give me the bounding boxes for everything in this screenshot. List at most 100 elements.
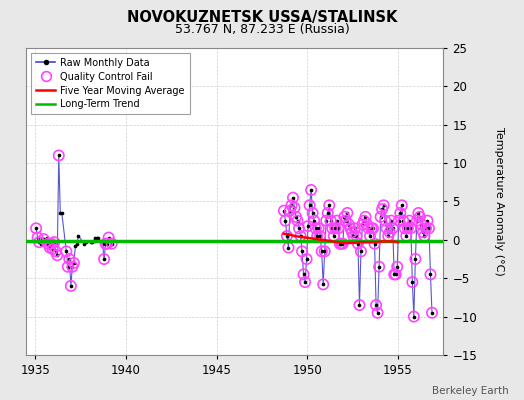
Point [51,248,60,254]
Point [56,210,64,216]
Point [391,271,400,278]
Point [287,202,296,208]
Point [299,271,308,278]
Point [400,225,409,232]
Point [413,218,421,224]
Point [311,225,320,232]
Point [354,240,362,247]
Point [88,239,96,245]
Point [410,314,418,320]
Point [402,233,410,239]
Point [50,239,59,245]
Point [53,252,61,258]
Point [396,210,405,216]
Point [283,233,291,239]
Point [299,271,308,278]
Point [379,202,388,208]
Point [343,210,352,216]
Point [354,240,362,247]
Point [422,225,430,232]
Point [391,271,400,278]
Point [355,302,364,308]
Point [99,240,107,247]
Point [292,214,300,220]
Point [62,248,71,254]
Point [422,225,430,232]
Point [49,246,57,252]
Point [289,194,297,201]
Point [387,218,396,224]
Point [53,252,61,258]
Point [374,310,382,316]
Point [309,210,317,216]
Point [413,218,421,224]
Point [427,271,435,278]
Point [340,214,348,220]
Point [63,264,72,270]
Point [390,271,398,278]
Point [419,229,427,235]
Point [295,225,303,232]
Point [46,244,54,251]
Point [321,248,329,254]
Point [284,244,292,251]
Point [104,234,113,241]
Point [370,240,379,247]
Point [290,204,299,211]
Point [39,236,48,242]
Point [384,233,392,239]
Point [293,218,302,224]
Point [337,240,345,247]
Point [419,229,427,235]
Point [305,202,314,208]
Point [304,223,312,229]
Point [364,225,373,232]
Point [383,225,391,232]
Point [351,225,359,232]
Point [428,310,436,316]
Point [102,240,110,247]
Point [302,256,311,262]
Point [349,233,357,239]
Point [42,234,51,241]
Point [346,225,355,232]
Point [396,210,405,216]
Point [367,225,376,232]
Point [362,214,370,220]
Point [80,240,89,247]
Point [314,225,323,232]
Point [390,271,398,278]
Point [339,240,347,247]
Point [381,218,389,224]
Point [342,218,350,224]
Point [318,248,326,254]
Point [286,208,294,214]
Point [369,225,377,232]
Point [372,302,380,308]
Point [297,233,305,239]
Point [420,233,429,239]
Point [386,229,394,235]
Point [54,152,63,159]
Point [340,214,348,220]
Point [309,210,317,216]
Point [379,202,388,208]
Point [32,225,40,232]
Point [367,225,376,232]
Point [399,218,408,224]
Point [337,240,345,247]
Point [100,256,108,262]
Point [67,283,75,289]
Point [357,248,365,254]
Point [378,206,386,212]
Point [39,236,48,242]
Point [323,210,332,216]
Point [287,202,296,208]
Point [102,240,110,247]
Point [381,218,389,224]
Point [32,225,40,232]
Point [400,225,409,232]
Point [44,240,52,247]
Point [416,214,424,220]
Point [398,202,406,208]
